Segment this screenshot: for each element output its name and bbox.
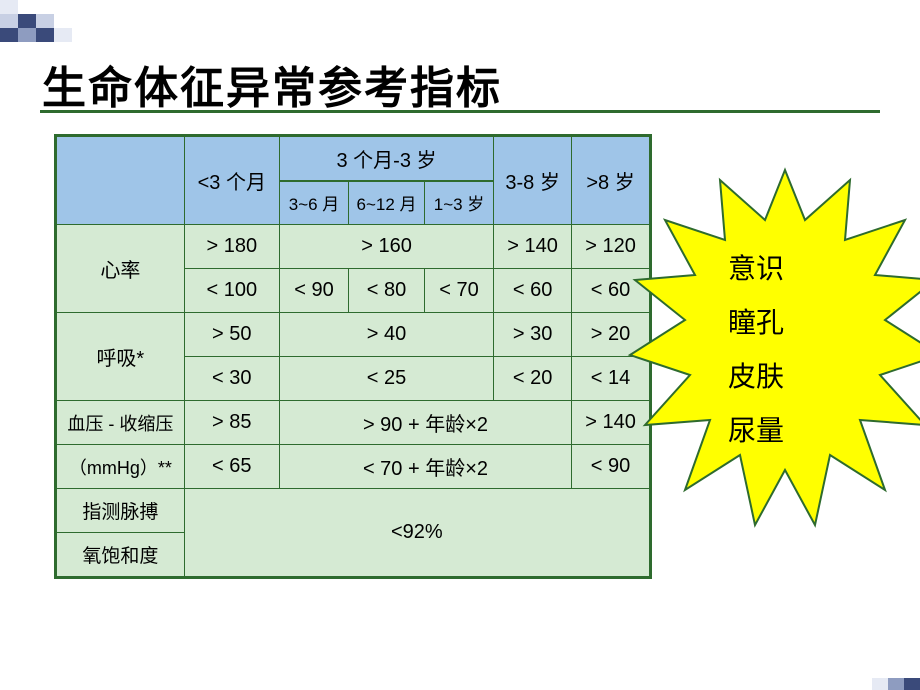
col-3-8y: 3-8 岁 [494, 137, 572, 225]
col-1-3y: 1~3 岁 [424, 181, 493, 225]
hr-lo-3: < 60 [494, 269, 572, 313]
starburst-callout: 意识 瞳孔 皮肤 尿量 [650, 180, 920, 520]
hr-lo-s1: < 90 [279, 269, 348, 313]
bp-lo-4: < 90 [572, 445, 650, 489]
hr-hi-2: > 160 [279, 225, 493, 269]
bp-hi-2: > 90 + 年龄×2 [279, 401, 571, 445]
rr-lo-4: < 14 [572, 357, 650, 401]
hr-lo-s2: < 80 [349, 269, 425, 313]
rr-hi-1: > 50 [184, 313, 279, 357]
hr-lo-s3: < 70 [424, 269, 493, 313]
row-bp-label1: 血压 - 收缩压 [57, 401, 185, 445]
spo2-val: <92% [184, 489, 649, 577]
bp-lo-1: < 65 [184, 445, 279, 489]
hr-lo-4: < 60 [572, 269, 650, 313]
row-spo2-label1: 指测脉搏 [57, 489, 185, 533]
col-gt8y: >8 岁 [572, 137, 650, 225]
vital-signs-table: <3 个月 3 个月-3 岁 3-8 岁 >8 岁 3~6 月 6~12 月 1… [54, 134, 652, 579]
col-6-12m: 6~12 月 [349, 181, 425, 225]
bp-hi-1: > 85 [184, 401, 279, 445]
col-lt3m: <3 个月 [184, 137, 279, 225]
bp-lo-2: < 70 + 年龄×2 [279, 445, 571, 489]
row-bp-label2: （mmHg）** [57, 445, 185, 489]
rr-lo-3: < 20 [494, 357, 572, 401]
slide-title: 生命体征异常参考指标 [42, 52, 502, 116]
rr-lo-2: < 25 [279, 357, 493, 401]
hr-lo-1: < 100 [184, 269, 279, 313]
rr-lo-1: < 30 [184, 357, 279, 401]
starburst-item-3: 皮肤 [728, 350, 784, 404]
hr-hi-3: > 140 [494, 225, 572, 269]
starburst-item-2: 瞳孔 [728, 296, 784, 350]
bp-hi-4: > 140 [572, 401, 650, 445]
col-3m-3y: 3 个月-3 岁 [279, 137, 493, 181]
rr-hi-2: > 40 [279, 313, 493, 357]
rr-hi-3: > 30 [494, 313, 572, 357]
row-rr-label: 呼吸* [57, 313, 185, 401]
row-spo2-label2: 氧饱和度 [57, 533, 185, 577]
slide-decoration-bottom [872, 678, 920, 690]
starburst-item-1: 意识 [728, 242, 784, 296]
starburst-item-4: 尿量 [728, 404, 784, 458]
col-3-6m: 3~6 月 [279, 181, 348, 225]
title-underline [40, 110, 880, 113]
hr-hi-1: > 180 [184, 225, 279, 269]
row-hr-label: 心率 [57, 225, 185, 313]
slide-decoration-top [0, 0, 72, 42]
hr-hi-4: > 120 [572, 225, 650, 269]
